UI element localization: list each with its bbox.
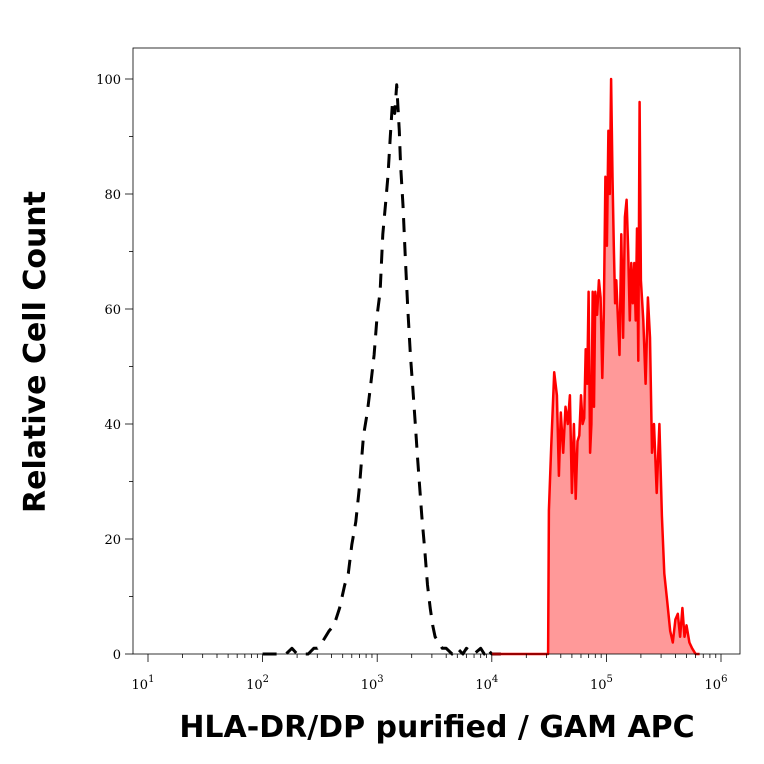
series-layer [262,77,700,656]
series-0-line [262,83,501,656]
y-axis-title: Relative Cell Count [18,191,53,513]
y-tick-label: 60 [104,303,121,318]
y-tick-label: 0 [113,648,121,663]
x-axis-ticks: 101 102 103 104 105 106 [132,654,728,693]
x-axis-title: HLA-DR/DP purified / GAM APC [179,710,694,745]
series-1-line [491,77,700,656]
plot-frame [132,47,741,655]
x-tick-label: 102 [246,674,269,693]
y-tick-label: 40 [104,418,121,433]
x-tick-label: 105 [590,674,613,693]
y-tick-label: 100 [96,73,121,88]
x-tick-label: 106 [705,674,728,693]
x-tick-label: 104 [475,674,498,693]
x-tick-label: 103 [361,674,384,693]
y-tick-label: 20 [104,533,121,548]
y-tick-label: 80 [104,188,121,203]
x-tick-label: 101 [132,674,155,693]
y-axis-ticks: 0 20 40 60 80 100 [96,73,133,663]
